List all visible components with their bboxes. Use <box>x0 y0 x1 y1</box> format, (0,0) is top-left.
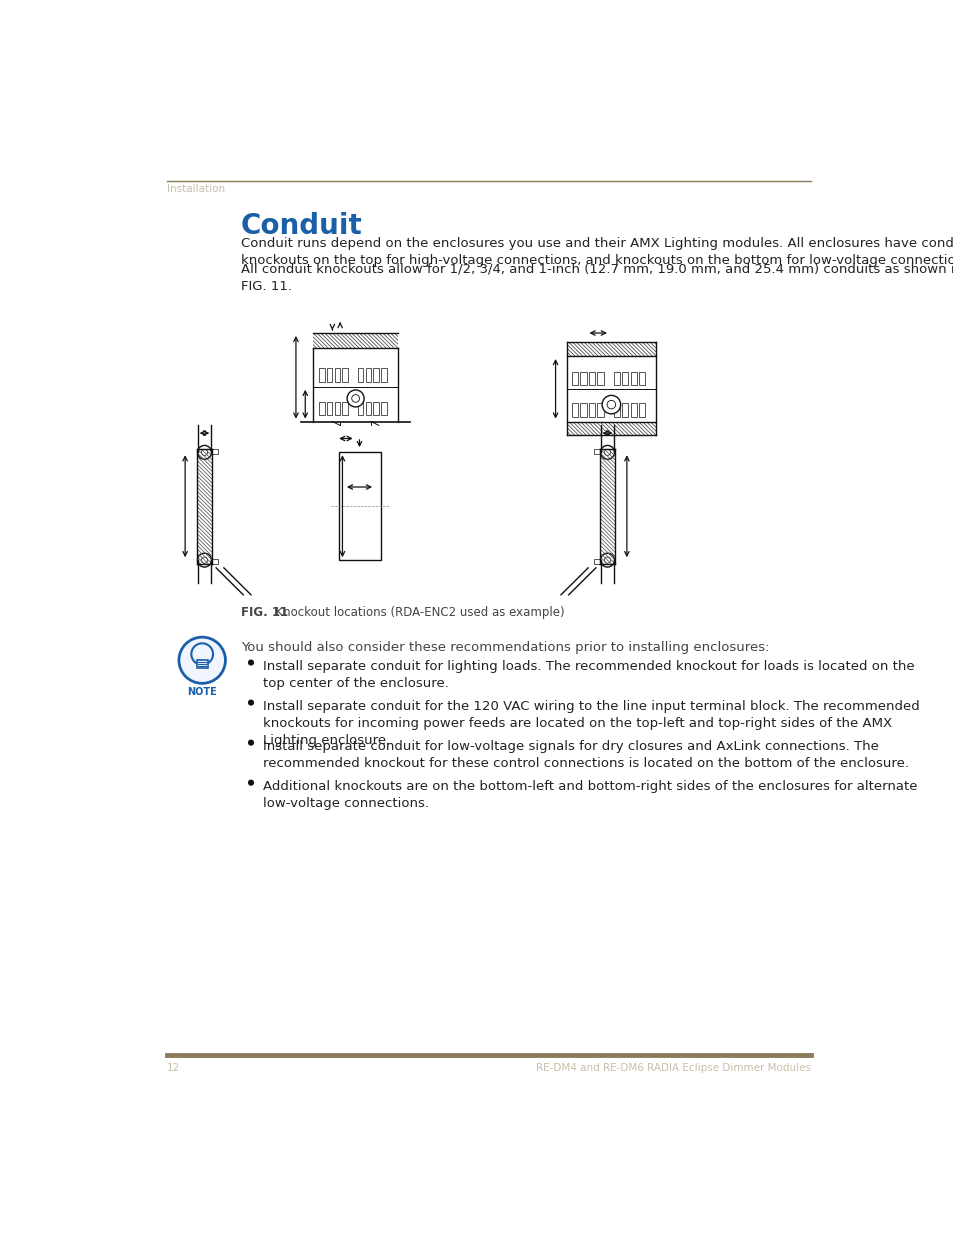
Bar <box>342 401 348 415</box>
Bar <box>579 403 586 417</box>
Text: You should also consider these recommendations prior to installing enclosures:: You should also consider these recommend… <box>241 641 769 655</box>
Bar <box>571 372 578 385</box>
Bar <box>381 368 386 383</box>
Bar <box>327 401 332 415</box>
Bar <box>212 448 217 454</box>
Text: All conduit knockouts allow for 1/2, 3/4, and 1-inch (12.7 mm, 19.0 mm, and 25.4: All conduit knockouts allow for 1/2, 3/4… <box>241 263 953 293</box>
Bar <box>588 403 595 417</box>
Bar <box>365 368 371 383</box>
Circle shape <box>248 659 253 666</box>
Bar <box>613 372 619 385</box>
Text: Install separate conduit for low-voltage signals for dry closures and AxLink con: Install separate conduit for low-voltage… <box>262 740 907 771</box>
Text: Conduit runs depend on the enclosures you use and their AMX Lighting modules. Al: Conduit runs depend on the enclosures yo… <box>241 237 953 267</box>
Circle shape <box>601 395 620 414</box>
Bar <box>579 372 586 385</box>
Bar <box>212 558 217 564</box>
Bar <box>335 368 340 383</box>
Circle shape <box>606 400 615 409</box>
Bar <box>319 401 324 415</box>
Bar <box>357 368 363 383</box>
Bar <box>373 368 378 383</box>
Bar <box>639 372 645 385</box>
Bar <box>342 368 348 383</box>
Text: Additional knockouts are on the bottom-left and bottom-right sides of the enclos: Additional knockouts are on the bottom-l… <box>262 781 916 810</box>
Text: Knockout locations (RDA-ENC2 used as example): Knockout locations (RDA-ENC2 used as exa… <box>268 606 564 619</box>
Bar <box>319 368 324 383</box>
Bar <box>639 403 645 417</box>
Circle shape <box>201 557 208 563</box>
Bar <box>621 403 628 417</box>
Bar <box>381 401 386 415</box>
Bar <box>594 558 599 564</box>
Circle shape <box>201 450 208 456</box>
Circle shape <box>192 643 213 664</box>
Circle shape <box>347 390 364 406</box>
Bar <box>597 372 603 385</box>
Circle shape <box>179 637 225 683</box>
Text: Install separate conduit for lighting loads. The recommended knockout for loads : Install separate conduit for lighting lo… <box>262 661 913 690</box>
Bar <box>373 401 378 415</box>
Bar <box>613 403 619 417</box>
Text: Installation: Installation <box>167 184 225 194</box>
Bar <box>196 661 208 668</box>
Circle shape <box>248 779 253 785</box>
Text: Conduit: Conduit <box>241 212 362 240</box>
Text: FIG. 11: FIG. 11 <box>241 606 288 619</box>
Bar <box>630 372 637 385</box>
Text: NOTE: NOTE <box>187 687 217 698</box>
Bar <box>571 403 578 417</box>
Circle shape <box>197 446 212 459</box>
Text: RE-DM4 and RE-DM6 RADIA Eclipse Dimmer Modules: RE-DM4 and RE-DM6 RADIA Eclipse Dimmer M… <box>535 1063 810 1073</box>
Bar <box>357 401 363 415</box>
Circle shape <box>352 395 359 403</box>
Bar <box>335 401 340 415</box>
Circle shape <box>248 740 253 746</box>
Bar <box>327 368 332 383</box>
Circle shape <box>248 699 253 705</box>
Bar <box>621 372 628 385</box>
Bar <box>338 452 381 561</box>
Circle shape <box>599 446 614 459</box>
Bar <box>630 403 637 417</box>
Text: 12: 12 <box>167 1063 180 1073</box>
Circle shape <box>599 553 614 567</box>
Bar <box>594 448 599 454</box>
Text: Install separate conduit for the 120 VAC wiring to the line input terminal block: Install separate conduit for the 120 VAC… <box>262 700 919 747</box>
Circle shape <box>604 450 610 456</box>
Circle shape <box>604 557 610 563</box>
Circle shape <box>197 553 212 567</box>
Bar <box>365 401 371 415</box>
Bar <box>597 403 603 417</box>
Bar <box>588 372 595 385</box>
